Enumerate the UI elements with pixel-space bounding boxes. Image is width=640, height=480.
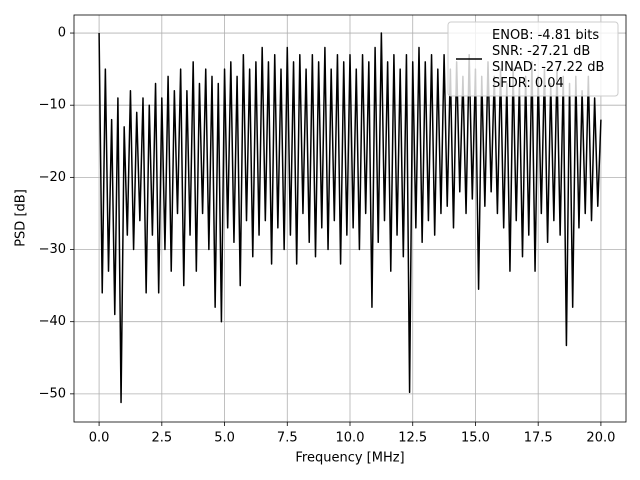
x-tick-label: 7.5 [277,431,298,446]
plot-area [74,15,626,422]
x-tick-label: 5.0 [214,431,235,446]
x-tick-label: 2.5 [151,431,172,446]
psd-line [98,32,602,404]
y-tick-label: −40 [39,314,66,329]
y-tick-label: −50 [39,386,66,401]
y-tick-label: 0 [58,26,66,41]
x-tick-label: 15.0 [461,431,490,446]
x-tick-label: 17.5 [524,431,553,446]
x-tick-label: 12.5 [398,431,427,446]
x-tick-label: 0.0 [89,431,110,446]
x-axis-label: Frequency [MHz] [295,451,404,466]
y-tick-label: −30 [39,242,66,257]
x-tick-label: 10.0 [336,431,365,446]
legend-box [447,21,619,97]
y-tick-label: −20 [39,170,66,185]
x-tick-label: 20.0 [586,431,615,446]
y-axis-label: PSD [dB] [14,189,29,247]
y-tick-label: −10 [39,98,66,113]
legend-label: ENOB: -4.81 bits SNR: -27.21 dB SINAD: -27… [492,28,604,91]
